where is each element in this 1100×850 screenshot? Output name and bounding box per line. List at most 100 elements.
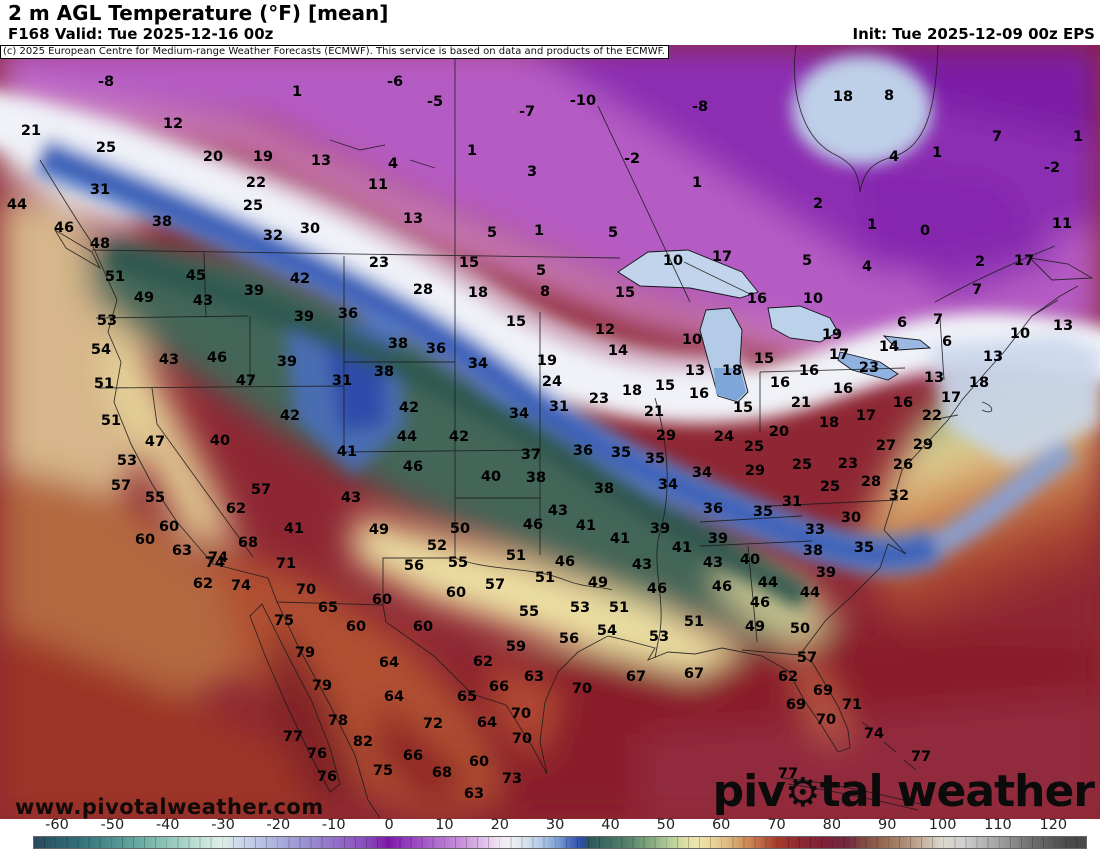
temp-label: 15 <box>506 314 526 330</box>
temp-label: 60 <box>446 585 466 601</box>
temp-label: 10 <box>682 332 702 348</box>
colorbar-tick: 60 <box>711 817 731 833</box>
temp-label: 13 <box>1053 318 1073 334</box>
temp-label: 25 <box>96 140 116 156</box>
temp-label: 49 <box>134 290 154 306</box>
temp-label: 43 <box>703 555 723 571</box>
temp-label: 41 <box>672 540 692 556</box>
temp-label: -8 <box>98 74 114 90</box>
temp-label: 38 <box>803 543 823 559</box>
temp-label: 30 <box>841 510 861 526</box>
temp-label: 23 <box>859 360 879 376</box>
logo-text-prefix: piv <box>712 766 786 817</box>
temp-label: 64 <box>477 715 497 731</box>
temp-label: 12 <box>163 116 183 132</box>
temp-label: 31 <box>549 399 569 415</box>
temp-label: 41 <box>337 444 357 460</box>
temp-label: 39 <box>277 354 297 370</box>
temp-label: 34 <box>509 406 529 422</box>
temp-label: 10 <box>1010 326 1030 342</box>
temp-label: 75 <box>373 763 393 779</box>
temp-label: 19 <box>253 149 273 165</box>
temp-label: 31 <box>90 182 110 198</box>
temp-label: 22 <box>922 408 942 424</box>
colorbar-tick: 50 <box>656 817 676 833</box>
temp-label: 39 <box>650 521 670 537</box>
temperature-map[interactable]: -8 1 12 21 25 20 19 13 31 22 25 44 38 46 48 30 32 51 45 42 3… <box>0 45 1100 819</box>
temp-label: 44 <box>758 575 778 591</box>
temp-label: 62 <box>226 501 246 517</box>
temp-label: 34 <box>658 477 678 493</box>
temp-label: 4 <box>889 149 899 165</box>
temp-label: 43 <box>341 490 361 506</box>
temp-label: 41 <box>284 521 304 537</box>
temp-label: 57 <box>485 577 505 593</box>
temp-label: 13 <box>685 363 705 379</box>
temp-label: 24 <box>714 429 734 445</box>
temp-label: 55 <box>448 555 468 571</box>
temp-label: 62 <box>473 654 493 670</box>
colorbar-tick: 20 <box>490 817 510 833</box>
temp-label: 76 <box>307 746 327 762</box>
frontal-bands <box>0 55 1100 610</box>
temp-label: 22 <box>246 175 266 191</box>
colorbar-tick: 100 <box>928 817 957 833</box>
temp-label: 14 <box>879 339 899 355</box>
temp-label: 15 <box>459 255 479 271</box>
colorbar-tick: -10 <box>321 817 346 833</box>
temp-label: 21 <box>644 404 664 420</box>
temp-label: 46 <box>207 350 227 366</box>
temp-label: 33 <box>805 522 825 538</box>
temp-label: 41 <box>576 518 596 534</box>
temp-label: 70 <box>512 731 532 747</box>
temp-label: 1 <box>1073 129 1083 145</box>
colorbar-tick: -60 <box>45 817 69 833</box>
temp-label: 46 <box>403 459 423 475</box>
valid-time: F168 Valid: Tue 2025-12-16 00z <box>8 25 274 43</box>
temp-label: 39 <box>244 283 264 299</box>
temp-label: 57 <box>251 482 271 498</box>
colorbar-tick: -30 <box>211 817 235 833</box>
temp-label: 38 <box>388 336 408 352</box>
colorbar-tick: -40 <box>155 817 180 833</box>
temp-label: 18 <box>833 89 853 105</box>
temp-label: 16 <box>833 381 853 397</box>
colorbar-footer: -60 -50 -40 -30 -20 -10 0 10 20 30 40 50 60 70 80 90 100… <box>0 817 1100 850</box>
temp-label: 53 <box>97 313 117 329</box>
borders <box>39 45 1094 819</box>
temp-label: 46 <box>712 579 732 595</box>
temp-label: 34 <box>692 465 712 481</box>
temp-label: 54 <box>91 342 111 358</box>
temp-label: 2 <box>975 254 985 270</box>
temp-label: 73 <box>502 771 522 787</box>
temp-label: 74 <box>208 550 228 566</box>
temp-label: 51 <box>535 570 555 586</box>
temp-label: 57 <box>797 650 817 666</box>
temp-label: 60 <box>372 592 392 608</box>
temp-label: 13 <box>924 370 944 386</box>
temp-label: 17 <box>856 408 876 424</box>
temp-label: 43 <box>632 557 652 573</box>
temp-label: 17 <box>941 390 961 406</box>
temp-label: 53 <box>649 629 669 645</box>
temp-label: 60 <box>135 532 155 548</box>
temp-label: 56 <box>404 558 424 574</box>
temp-label: 74 <box>864 726 884 742</box>
temp-label: 17 <box>1014 253 1034 269</box>
page-title: 2 m AGL Temperature (°F) [mean] <box>8 1 389 25</box>
temp-label: -5 <box>427 94 443 110</box>
gear-icon: ⚙ <box>784 770 821 816</box>
temp-label: 39 <box>816 565 836 581</box>
temp-label: 62 <box>778 669 798 685</box>
watermark-url: www.pivotalweather.com <box>15 795 324 819</box>
temp-label: 1 <box>534 223 544 239</box>
header: 2 m AGL Temperature (°F) [mean] F168 Val… <box>0 0 1100 45</box>
temp-label: 23 <box>838 456 858 472</box>
temp-label: 60 <box>159 519 179 535</box>
temp-label: 18 <box>468 285 488 301</box>
temp-label: 53 <box>570 600 590 616</box>
temp-label: 65 <box>457 689 477 705</box>
temp-label: 25 <box>820 479 840 495</box>
temp-label: 72 <box>423 716 443 732</box>
temp-label: 43 <box>548 503 568 519</box>
